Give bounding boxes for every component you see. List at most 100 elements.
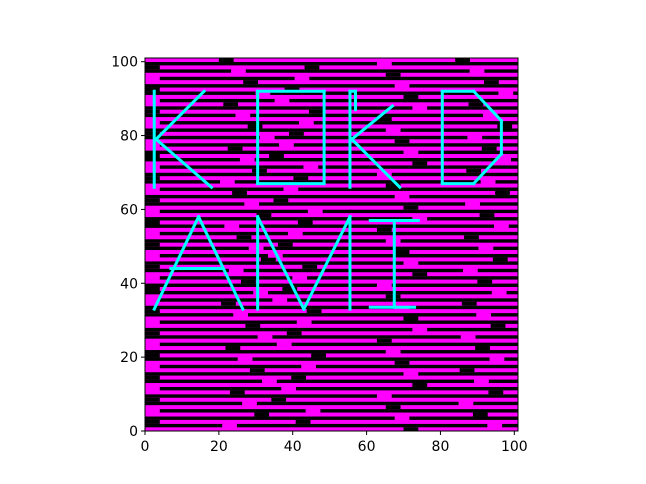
x-tick-label: 100 (501, 439, 528, 455)
pattern-stripe (145, 227, 518, 232)
pattern-block (497, 124, 513, 129)
pattern-stripe (145, 80, 518, 85)
pattern-block (145, 408, 160, 413)
pattern-block (286, 331, 302, 336)
pattern-block (145, 187, 160, 192)
pattern-block (482, 113, 498, 118)
pattern-block (269, 154, 284, 159)
pattern-block (241, 279, 256, 284)
pattern-block (237, 357, 253, 362)
pattern-block (253, 290, 268, 295)
pattern-stripe (145, 301, 518, 306)
pattern-block (267, 253, 283, 258)
x-tick-label: 0 (141, 439, 150, 455)
letter-a-stroke (196, 214, 245, 312)
pattern-block (308, 109, 324, 114)
pattern-block (145, 209, 160, 214)
pattern-stripe (145, 382, 518, 387)
pattern-stripe (145, 65, 518, 70)
pattern-stripe (145, 331, 518, 336)
pattern-block (376, 338, 392, 343)
pattern-block (243, 80, 259, 85)
pattern-block (145, 120, 160, 125)
pattern-block (394, 250, 410, 255)
pattern-stripe (145, 272, 518, 277)
pattern-stripe (145, 390, 518, 395)
pattern-block (145, 364, 160, 369)
pattern-stripe (145, 346, 518, 351)
letter-d-stroke (471, 89, 504, 123)
pattern-block (403, 427, 419, 431)
pattern-stripe (145, 220, 518, 225)
pattern-block (277, 242, 293, 247)
pattern-block (145, 353, 160, 358)
pattern-block (302, 264, 318, 269)
pattern-block (262, 379, 277, 384)
pattern-stripe (145, 72, 518, 77)
pattern-stripe (145, 257, 518, 262)
pattern-stripe (145, 154, 518, 159)
pattern-block (284, 87, 300, 92)
pattern-block (484, 80, 499, 85)
pattern-block (145, 331, 160, 336)
letter-k-stroke (153, 137, 214, 190)
pattern-block (227, 146, 243, 151)
pattern-block (479, 213, 495, 218)
pattern-block (476, 312, 492, 317)
pattern-block (272, 298, 288, 303)
pattern-stripe (145, 405, 518, 410)
pattern-block (236, 235, 252, 240)
x-axis: 0 20 40 60 80 100 (141, 431, 528, 455)
pattern-block (145, 87, 160, 92)
pattern-stripe (145, 94, 518, 99)
pattern-block (228, 268, 244, 273)
pattern-block (461, 301, 477, 306)
pattern-block (394, 194, 410, 199)
pattern-block (242, 401, 257, 406)
pattern-block (145, 154, 160, 159)
pattern-stripe (145, 235, 518, 240)
pattern-block (254, 412, 270, 417)
pattern-block (489, 357, 505, 362)
pattern-block (385, 349, 401, 354)
pattern-block (385, 405, 401, 410)
y-tick-label: 0 (129, 424, 138, 440)
pattern-block (376, 227, 392, 232)
pattern-block (412, 272, 428, 277)
y-tick-label: 80 (120, 129, 138, 145)
pattern-block (145, 342, 160, 347)
pattern-block (245, 323, 261, 328)
pattern-stripe (145, 242, 518, 247)
pattern-stripe (145, 412, 518, 417)
letter-k-stroke (153, 89, 207, 142)
pattern-block (303, 165, 319, 170)
pattern-block (255, 91, 271, 96)
pattern-block (232, 190, 247, 195)
pattern-block (235, 113, 251, 118)
pattern-block (219, 179, 235, 184)
letter-n-stroke (301, 214, 352, 312)
pattern-block (385, 128, 401, 133)
pattern-stripe (145, 161, 518, 166)
pattern-block (403, 261, 419, 266)
pattern-stripe (145, 338, 518, 343)
pattern-block (495, 190, 510, 195)
pattern-block (307, 209, 323, 214)
pattern-block (145, 386, 160, 391)
pattern-block (469, 69, 485, 74)
letter-r-stroke (349, 137, 402, 190)
pattern-block (276, 342, 292, 347)
pattern-stripe (145, 397, 518, 402)
pattern-block (145, 76, 160, 81)
pattern-block (493, 224, 509, 229)
x-tick-label: 20 (210, 439, 228, 455)
pattern-stripe (145, 375, 518, 380)
pattern-block (244, 202, 260, 207)
pattern-block (412, 327, 428, 332)
pattern-block (474, 379, 489, 384)
pattern-block (223, 102, 239, 107)
x-tick-label: 80 (432, 439, 450, 455)
pattern-stripe (145, 309, 518, 314)
letter-a-stroke (152, 214, 201, 312)
pattern-block (281, 386, 297, 391)
